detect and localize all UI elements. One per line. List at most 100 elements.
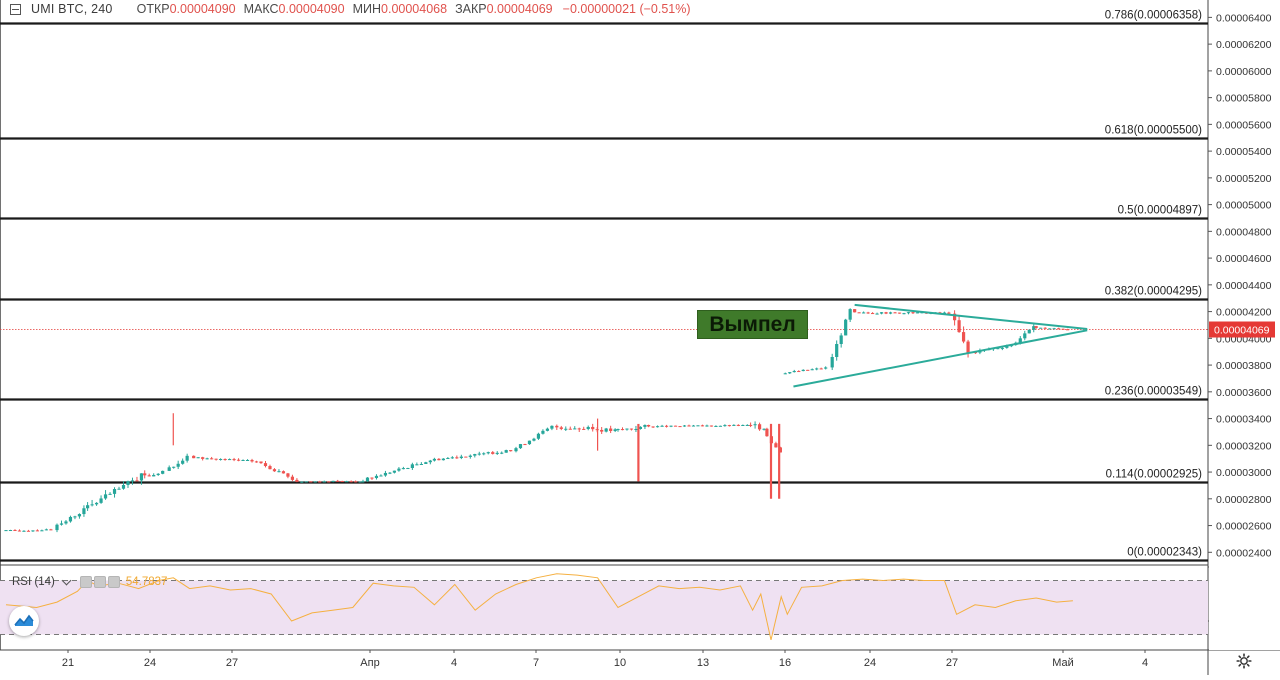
candle-body bbox=[73, 516, 77, 518]
candle-body bbox=[139, 473, 144, 481]
candle-body bbox=[121, 484, 126, 489]
collapse-square-icon[interactable] bbox=[10, 3, 21, 15]
candle-body bbox=[504, 450, 508, 453]
candle-body bbox=[875, 313, 879, 315]
candle-body bbox=[272, 469, 277, 472]
close-icon[interactable] bbox=[107, 576, 120, 588]
candle-body bbox=[49, 529, 53, 531]
price-axis[interactable]: 0.00006400 0.00006200 0.00006000 0.00005800… bbox=[1208, 0, 1280, 650]
high-label: МАКС bbox=[243, 2, 279, 16]
candle-body bbox=[893, 312, 897, 314]
rsi-pane: 80.000040.0000 bbox=[0, 562, 1258, 641]
open-value: 0.00004090 bbox=[169, 2, 236, 16]
candle-body bbox=[419, 464, 423, 466]
time-axis[interactable]: 21 24 27 Апр 4 7 10 13 16 24 27 Май 4 bbox=[62, 650, 1209, 675]
rsi-title[interactable]: RSI (14) bbox=[12, 576, 55, 588]
price-tick-label: 0.00002800 bbox=[1216, 494, 1272, 506]
candle-body bbox=[94, 502, 99, 505]
candle-body bbox=[383, 472, 388, 476]
candle-body bbox=[295, 479, 299, 482]
candle-body bbox=[536, 433, 541, 439]
candle-body bbox=[340, 481, 344, 483]
candle-body bbox=[853, 309, 857, 313]
candle-body bbox=[669, 425, 673, 427]
gear-icon[interactable] bbox=[93, 576, 106, 588]
candle-body bbox=[232, 459, 236, 461]
candle-body bbox=[532, 438, 536, 441]
candle-body bbox=[604, 428, 608, 432]
candle-body bbox=[410, 464, 414, 469]
fib-level-label: 0.786(0.00006358) bbox=[1105, 10, 1202, 22]
candle-body bbox=[446, 458, 450, 460]
time-tick-label: 10 bbox=[614, 657, 626, 669]
candle-body bbox=[1005, 346, 1009, 348]
candle-body bbox=[374, 475, 379, 479]
candle-body bbox=[349, 481, 353, 483]
pennant-label[interactable]: Вымпел bbox=[697, 310, 808, 339]
time-tick-label: 24 bbox=[144, 657, 156, 669]
candle-body bbox=[415, 464, 419, 466]
candle-body bbox=[277, 471, 281, 473]
candle-body bbox=[550, 425, 554, 429]
candle-body bbox=[327, 481, 331, 483]
symbol-label[interactable]: UMI BTC, 240 bbox=[31, 2, 113, 16]
candle-body bbox=[691, 425, 696, 427]
candle-body bbox=[783, 373, 787, 375]
candle-body bbox=[839, 335, 843, 345]
candle-body bbox=[241, 460, 245, 462]
price-tick-label: 0.00003000 bbox=[1216, 467, 1272, 479]
candle-body bbox=[17, 530, 22, 532]
candle-body bbox=[126, 481, 130, 485]
candle-body bbox=[947, 312, 951, 314]
candle-body bbox=[613, 429, 617, 431]
candle-body bbox=[911, 312, 915, 314]
price-tick-label: 0.00003200 bbox=[1216, 440, 1272, 452]
candle-body bbox=[176, 463, 180, 467]
eye-icon[interactable] bbox=[79, 576, 92, 588]
candle-body bbox=[143, 473, 147, 476]
candle-body bbox=[651, 426, 655, 428]
candle-body bbox=[545, 428, 550, 431]
candle-body bbox=[108, 493, 112, 495]
candle-body bbox=[819, 368, 823, 370]
candle-body bbox=[1061, 328, 1065, 330]
grid-layer bbox=[0, 0, 1280, 651]
pennant-pattern[interactable] bbox=[793, 303, 1088, 388]
candle-body bbox=[44, 529, 48, 531]
candle-body bbox=[862, 312, 866, 314]
time-tick-label: 13 bbox=[697, 657, 709, 669]
time-tick-label: 4 bbox=[451, 657, 457, 669]
change-value: −0.00000021 (−0.51%) bbox=[562, 2, 691, 16]
candle-body bbox=[31, 530, 35, 532]
candle-body bbox=[468, 455, 472, 457]
candle-body bbox=[577, 428, 581, 430]
low-value: 0.00004068 bbox=[381, 2, 448, 16]
candle-body bbox=[379, 475, 383, 477]
candle-body bbox=[482, 453, 486, 455]
time-tick-label: Май bbox=[1052, 657, 1074, 669]
candle-body bbox=[68, 516, 73, 522]
candle-body bbox=[424, 462, 428, 465]
candle-body bbox=[591, 426, 595, 430]
candle-body bbox=[406, 468, 410, 470]
settings-gear-icon[interactable] bbox=[1236, 653, 1252, 669]
candle-body bbox=[491, 452, 495, 454]
candle-body bbox=[616, 429, 620, 431]
tradingview-logo-icon[interactable] bbox=[9, 606, 39, 636]
candle-body bbox=[801, 369, 805, 372]
candle-body bbox=[167, 467, 171, 471]
candle-body bbox=[26, 530, 31, 532]
time-tick-label: 7 bbox=[533, 657, 539, 669]
candle-body bbox=[848, 309, 852, 320]
chevron-down-icon[interactable] bbox=[61, 575, 72, 586]
candle-body bbox=[830, 356, 834, 368]
candle-body bbox=[664, 425, 669, 427]
fib-retracement[interactable]: 0.786(0.00006358) 0.618(0.00005500) 0.5(0.… bbox=[0, 10, 1208, 562]
price-tick-label: 0.00005400 bbox=[1216, 146, 1272, 158]
candle-body bbox=[495, 452, 499, 454]
price-tick-label: 0.00005600 bbox=[1216, 119, 1272, 131]
candle-body bbox=[660, 425, 664, 427]
rsi-legend: RSI (14) 54.7837 bbox=[12, 574, 167, 590]
candle-body bbox=[573, 428, 577, 430]
